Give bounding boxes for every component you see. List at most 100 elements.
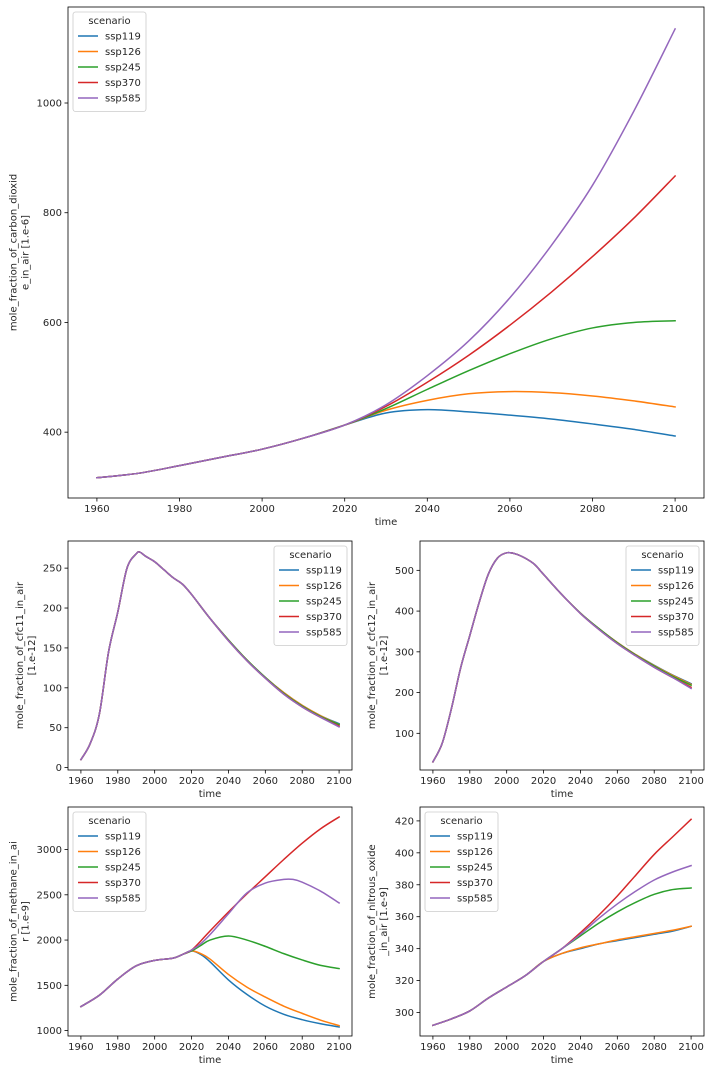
y-tick-label: 360: [395, 912, 414, 923]
legend-label-ssp245: ssp245: [105, 63, 141, 74]
legend-label-ssp245: ssp245: [306, 597, 342, 608]
y-tick-label: 2000: [37, 936, 62, 947]
x-tick-label: 2100: [678, 776, 703, 787]
x-tick-label: 1980: [457, 1042, 482, 1053]
legend-label-ssp585: ssp585: [306, 628, 342, 639]
x-tick-label: 2040: [216, 1042, 241, 1053]
legend-label-ssp585: ssp585: [457, 894, 493, 905]
legend-label-ssp119: ssp119: [105, 32, 141, 43]
legend-frame: [72, 811, 147, 912]
y-tick-label: 150: [43, 643, 62, 654]
x-tick-label: 2040: [415, 504, 440, 515]
y-axis-label: [1.e-12]: [27, 635, 38, 675]
legend: scenario ssp119 ssp126 ssp245 ssp370 ssp585: [273, 545, 348, 646]
x-tick-label: 1960: [68, 776, 93, 787]
panel-cfc12: 1960 1980 2000 2020 2040 2060 2080 2100 100 200 30…: [367, 540, 705, 800]
y-axis-label: e_in_air [1.e-6]: [20, 215, 31, 290]
legend-title: scenario: [289, 550, 331, 561]
legend-title: scenario: [440, 816, 482, 827]
y-tick-label: 320: [395, 976, 414, 987]
legend-label-ssp585: ssp585: [105, 94, 141, 105]
legend-label-ssp119: ssp119: [658, 566, 694, 577]
legend-label-ssp585: ssp585: [658, 628, 694, 639]
y-axis-label: mole_fraction_of_methane_in_ai: [8, 841, 19, 1002]
y-tick-label: 420: [395, 816, 414, 827]
series-lines: [431, 551, 693, 763]
legend-title: scenario: [641, 550, 683, 561]
legend: scenario ssp119 ssp126 ssp245 ssp370 ssp585: [625, 545, 700, 646]
x-tick-label: 2080: [641, 776, 666, 787]
y-axis-label: r [1.e-9]: [20, 901, 31, 942]
x-axis-label: time: [551, 1055, 574, 1066]
y-tick-label: 300: [395, 1008, 414, 1019]
y-tick-label: 3000: [37, 845, 62, 856]
x-tick-label: 2060: [605, 1042, 630, 1053]
legend-label-ssp126: ssp126: [457, 847, 493, 858]
y-tick-label: 1000: [37, 99, 62, 110]
legend: scenario ssp119 ssp126 ssp245 ssp370 ssp585: [424, 811, 499, 912]
legend-label-ssp245: ssp245: [658, 597, 694, 608]
axes-frame: [67, 806, 353, 1037]
y-tick-label: 50: [49, 723, 62, 734]
legend-frame: [424, 811, 499, 912]
legend-label-ssp245: ssp245: [457, 863, 493, 874]
y-tick-label: 1000: [37, 1026, 62, 1037]
y-tick-label: 800: [43, 208, 62, 219]
x-tick-label: 2020: [531, 1042, 556, 1053]
x-tick-label: 1960: [68, 1042, 93, 1053]
x-tick-label: 2100: [326, 1042, 351, 1053]
x-tick-label: 2060: [253, 1042, 278, 1053]
legend-title: scenario: [88, 16, 130, 27]
y-tick-label: 1500: [37, 981, 62, 992]
y-tick-label: 100: [43, 683, 62, 694]
axes-frame: [67, 540, 353, 771]
y-tick-label: 2500: [37, 890, 62, 901]
panel-co2: 1960 1980 2000 2020 2040 2060 2080 2100 400 600 80…: [8, 6, 705, 528]
x-tick-label: 2020: [179, 776, 204, 787]
x-tick-label: 2000: [494, 1042, 519, 1053]
series-lines: [79, 815, 341, 1028]
y-tick-label: 100: [395, 729, 414, 740]
y-axis-label: [1.e-12]: [379, 635, 390, 675]
y-tick-label: 380: [395, 880, 414, 891]
x-tick-label: 2040: [568, 776, 593, 787]
x-tick-label: 2100: [678, 1042, 703, 1053]
x-tick-label: 1980: [167, 504, 192, 515]
x-axis-label: time: [199, 789, 222, 800]
legend-label-ssp126: ssp126: [306, 581, 342, 592]
panel-ch4: 1960 1980 2000 2020 2040 2060 2080 2100 1000 1500…: [8, 806, 353, 1066]
x-tick-label: 2000: [142, 1042, 167, 1053]
axes-frame: [419, 540, 705, 771]
y-axis-label: mole_fraction_of_nitrous_oxide: [367, 844, 378, 998]
y-tick-label: 400: [43, 428, 62, 439]
x-tick-label: 1960: [420, 776, 445, 787]
x-tick-label: 2060: [605, 776, 630, 787]
x-tick-label: 2000: [249, 504, 274, 515]
y-axis-label: mole_fraction_of_cfc12_in_air: [367, 581, 378, 729]
legend-label-ssp126: ssp126: [105, 47, 141, 58]
legend: scenario ssp119 ssp126 ssp245 ssp370 ssp585: [72, 811, 147, 912]
axes-frame: [67, 6, 705, 499]
x-tick-label: 2040: [216, 776, 241, 787]
legend-label-ssp370: ssp370: [457, 878, 493, 889]
x-tick-label: 2020: [179, 1042, 204, 1053]
x-tick-label: 1980: [457, 776, 482, 787]
y-tick-label: 300: [395, 647, 414, 658]
x-tick-label: 2000: [142, 776, 167, 787]
x-tick-label: 2000: [494, 776, 519, 787]
legend-label-ssp370: ssp370: [306, 612, 342, 623]
x-tick-label: 2040: [568, 1042, 593, 1053]
legend-label-ssp585: ssp585: [105, 894, 141, 905]
y-axis-label: mole_fraction_of_cfc11_in_air: [15, 581, 26, 729]
x-axis-label: time: [375, 517, 398, 528]
legend-label-ssp370: ssp370: [105, 878, 141, 889]
series-lines: [96, 27, 677, 479]
x-tick-label: 1960: [420, 1042, 445, 1053]
legend-frame: [72, 11, 147, 112]
legend-frame: [273, 545, 348, 646]
legend-label-ssp126: ssp126: [658, 581, 694, 592]
x-axis-label: time: [551, 789, 574, 800]
y-tick-label: 400: [395, 848, 414, 859]
x-tick-label: 2060: [253, 776, 278, 787]
